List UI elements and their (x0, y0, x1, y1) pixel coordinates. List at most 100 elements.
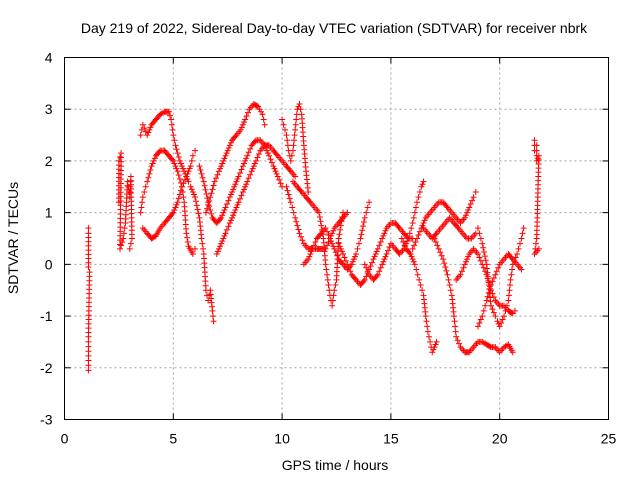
data-point (401, 242, 408, 249)
data-point (345, 264, 352, 271)
data-point (515, 245, 522, 252)
data-point (452, 328, 459, 335)
data-point (531, 137, 538, 144)
data-point (411, 242, 418, 249)
data-point (329, 297, 336, 304)
data-point (367, 263, 374, 270)
data-point (172, 142, 179, 149)
data-point (85, 225, 92, 232)
x-tick-label: 5 (169, 431, 177, 447)
data-point (241, 119, 248, 126)
data-point (382, 227, 389, 234)
data-point (171, 137, 178, 144)
data-point (376, 242, 383, 249)
data-point (376, 268, 383, 275)
data-point (214, 248, 221, 255)
data-point (219, 212, 226, 219)
data-point (242, 116, 249, 123)
data-point (299, 237, 306, 244)
data-point (432, 341, 439, 348)
data-point (184, 234, 191, 241)
data-point (174, 168, 181, 175)
data-point (245, 109, 252, 116)
data-point (243, 155, 250, 162)
data-point (292, 173, 299, 180)
data-point (492, 313, 499, 320)
data-point (218, 214, 225, 221)
data-point (238, 166, 245, 173)
data-point (424, 323, 431, 330)
data-point (139, 194, 146, 201)
data-point (176, 176, 183, 183)
data-point (517, 240, 524, 247)
data-point (208, 210, 215, 217)
data-point (238, 124, 245, 131)
data-point (481, 253, 488, 260)
data-point (247, 145, 254, 152)
data-point (179, 163, 186, 170)
data-point (229, 214, 236, 221)
data-point (467, 201, 474, 208)
data-point (509, 266, 516, 273)
data-point (482, 257, 489, 264)
data-point (243, 113, 250, 120)
data-point (261, 121, 268, 128)
data-point (296, 230, 303, 237)
data-point (462, 212, 469, 219)
data-point (297, 106, 304, 113)
data-point (242, 183, 249, 190)
data-point (201, 182, 208, 189)
data-point (451, 318, 458, 325)
data-point (221, 155, 228, 162)
y-axis-label: SDTVAR / TECUs (5, 182, 21, 294)
data-point (328, 232, 335, 239)
data-point (169, 126, 176, 133)
data-point (423, 318, 430, 325)
data-point (211, 178, 218, 185)
data-point (482, 302, 489, 309)
data-point (120, 235, 127, 242)
data-point (364, 268, 371, 275)
data-point (474, 323, 481, 330)
data-point (360, 278, 367, 285)
data-point (328, 238, 335, 245)
data-point (168, 121, 175, 128)
data-point (141, 125, 148, 132)
data-point (292, 121, 299, 128)
data-point (229, 188, 236, 195)
data-point (235, 199, 242, 206)
data-point (384, 247, 391, 254)
data-points (85, 101, 542, 374)
data-point (495, 264, 502, 271)
data-point (266, 152, 273, 159)
data-point (357, 235, 364, 242)
data-point (184, 170, 191, 177)
data-point (85, 362, 92, 369)
data-point (260, 116, 267, 123)
data-point (454, 337, 461, 344)
y-tick-label: -2 (40, 360, 53, 376)
data-point (418, 183, 425, 190)
data-point (225, 145, 232, 151)
data-point (325, 232, 332, 239)
data-point (235, 173, 242, 180)
data-point (381, 256, 388, 263)
data-point (139, 199, 146, 206)
data-point (288, 152, 295, 159)
data-point (251, 138, 258, 145)
data-point (479, 240, 486, 247)
data-point (290, 209, 297, 216)
data-point (476, 319, 483, 326)
data-point (335, 235, 342, 242)
data-point (501, 313, 508, 320)
data-point (291, 137, 298, 144)
data-point (242, 157, 249, 164)
data-point (293, 218, 300, 225)
data-point (176, 157, 183, 164)
data-point (232, 133, 239, 140)
data-point (247, 171, 254, 178)
data-point (427, 338, 434, 345)
data-point (222, 152, 229, 159)
data-point (116, 245, 123, 252)
data-point (431, 344, 438, 351)
